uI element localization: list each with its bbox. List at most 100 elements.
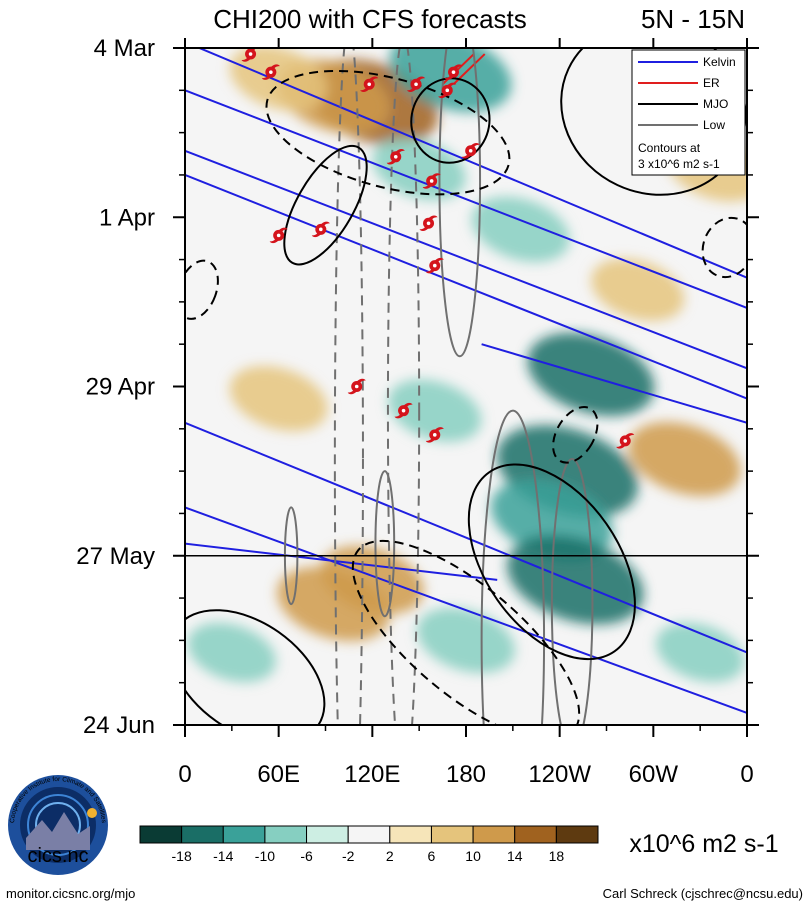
cyclone-arm: [395, 149, 405, 154]
anomaly-blob: [229, 48, 328, 111]
tropical-cyclone-icon: [407, 76, 426, 93]
tropical-cyclone-icon: [461, 143, 480, 159]
cyclone-arm: [407, 87, 417, 93]
logo-swirl-ring: [27, 794, 89, 856]
cyclone-arm: [278, 227, 288, 233]
kelvin-contour: [185, 542, 498, 581]
low-contour-negative: [333, 48, 364, 725]
colorbar-swatch: [139, 825, 183, 844]
low-contour-positive: [374, 470, 396, 618]
colorbar-tick-label: -6: [300, 848, 313, 864]
cyclone-arm: [431, 173, 441, 178]
cyclone-eye: [393, 155, 398, 159]
colorbar-swatch: [472, 825, 516, 844]
cyclone-eye: [401, 408, 406, 413]
cyclone-eye: [414, 82, 418, 87]
logo-text: cics.nc: [27, 845, 88, 867]
cyclone-arm: [356, 378, 366, 384]
colorbar-swatch: [222, 825, 266, 844]
tropical-cyclone-icon: [311, 221, 330, 238]
cyclone-arm: [434, 257, 444, 263]
legend-note-line2: 3 x10^6 m2 s-1: [638, 157, 720, 171]
anomaly-blob: [628, 421, 741, 497]
y-axis: 4 Mar 1 Apr 29 Apr 27 May 24 Jun: [76, 35, 759, 739]
cyclone-eye: [367, 82, 372, 87]
colorbar-swatch: [181, 825, 224, 844]
colorbar-tick-label: 14: [507, 848, 523, 864]
cyclone-arm: [311, 232, 321, 238]
cyclone-arm: [616, 443, 626, 449]
cyclone-arm: [386, 159, 396, 165]
colorbar-tick-label: 10: [465, 848, 481, 864]
cyclone-eye: [429, 179, 434, 183]
cyclone-arm: [270, 64, 280, 70]
y-tick-label: 4 Mar: [94, 35, 155, 62]
cyclone-arm: [394, 413, 404, 419]
legend: Kelvin ER MJO Low Contours at 3 x10^6 m2 s-…: [631, 49, 746, 176]
colorbar-swatch: [514, 825, 557, 844]
kelvin-contour: [185, 421, 747, 654]
x-tick-label: 180: [446, 761, 486, 788]
footer-right-credit[interactable]: Carl Schreck (cjschrec@ncsu.edu): [603, 886, 803, 901]
cyclone-arm: [416, 76, 426, 82]
cyclone-eye: [451, 70, 456, 74]
cyclone-eye: [445, 88, 450, 93]
y-tick-label: 24 Jun: [83, 712, 155, 739]
legend-entry-label: Low: [703, 118, 725, 132]
x-tick-label: 120E: [344, 761, 400, 788]
legend-box: [631, 49, 746, 176]
tropical-cyclone-markers: [241, 48, 635, 449]
x-tick-label: 60W: [629, 761, 679, 788]
kelvin-wave-contours: [185, 48, 747, 714]
mjo-contour-negative: [351, 539, 581, 725]
cyclone-arm: [261, 75, 271, 80]
tropical-cyclone-icon: [386, 149, 405, 165]
colorbar-tick-label: 6: [428, 848, 436, 864]
cyclone-arm: [428, 215, 438, 221]
tropical-cyclone-icon: [347, 378, 366, 395]
kelvin-contour: [481, 343, 747, 424]
tropical-cyclone-icon: [261, 64, 280, 80]
colorbar-tick-label: 18: [549, 848, 565, 864]
y-tick-label: 27 May: [76, 543, 155, 570]
x-tick-label: 120W: [528, 761, 591, 788]
colorbar-swatch: [306, 825, 349, 844]
cyclone-eye: [426, 221, 431, 226]
footer-left-credit[interactable]: monitor.cicsnc.org/mjo: [6, 886, 135, 901]
cyclone-arm: [347, 389, 357, 395]
cyclone-arm: [625, 433, 635, 438]
mjo-contour-negative: [265, 69, 511, 196]
x-tick-label: 0: [740, 761, 753, 788]
colorbar-swatch: [430, 825, 474, 844]
cyclone-arm: [453, 64, 463, 70]
colorbar-swatch: [347, 825, 391, 844]
kelvin-contour: [185, 506, 747, 714]
cyclone-eye: [623, 439, 628, 443]
mjo-contour-positive: [467, 463, 636, 661]
tropical-cyclone-icon: [616, 433, 635, 449]
cyclone-arm: [438, 93, 448, 99]
cyclone-arm: [241, 57, 251, 62]
tropical-cyclone-icon: [425, 257, 444, 274]
kelvin-contour: [185, 149, 747, 370]
kelvin-contour: [185, 174, 747, 400]
anomaly-blob: [655, 622, 745, 683]
anomaly-blob: [187, 622, 277, 683]
cyclone-eye: [319, 227, 323, 232]
logo-sun: [87, 808, 97, 818]
mjo-contour-negative: [552, 406, 599, 464]
low-contour-negative: [386, 48, 421, 725]
x-tick-label: 0: [178, 761, 191, 788]
cyclone-eye: [432, 433, 437, 437]
cyclone-eye: [354, 384, 359, 389]
colorbar-swatch: [555, 825, 599, 844]
tropical-cyclone-icon: [425, 427, 444, 443]
tropical-cyclone-icon: [419, 215, 438, 232]
y-tick-label: 29 Apr: [86, 374, 155, 401]
colorbar-tick-label: -10: [255, 848, 275, 864]
anomaly-blob: [388, 379, 482, 442]
tropical-cyclone-icon: [269, 227, 288, 244]
anomaly-blob: [417, 607, 515, 673]
mjo-contour-negative: [185, 259, 219, 320]
